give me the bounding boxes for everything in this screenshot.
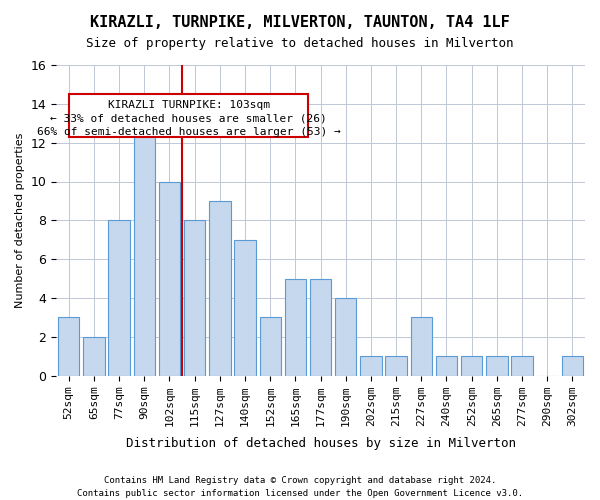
Text: ← 33% of detached houses are smaller (26): ← 33% of detached houses are smaller (26… bbox=[50, 114, 327, 124]
Y-axis label: Number of detached properties: Number of detached properties bbox=[15, 132, 25, 308]
Bar bbox=[486, 356, 508, 376]
Text: Contains public sector information licensed under the Open Government Licence v3: Contains public sector information licen… bbox=[77, 488, 523, 498]
Bar bbox=[235, 240, 256, 376]
Bar bbox=[260, 318, 281, 376]
Bar bbox=[511, 356, 533, 376]
Text: Size of property relative to detached houses in Milverton: Size of property relative to detached ho… bbox=[86, 38, 514, 51]
Text: KIRAZLI, TURNPIKE, MILVERTON, TAUNTON, TA4 1LF: KIRAZLI, TURNPIKE, MILVERTON, TAUNTON, T… bbox=[90, 15, 510, 30]
Bar bbox=[83, 337, 104, 376]
Bar bbox=[461, 356, 482, 376]
Bar bbox=[385, 356, 407, 376]
Bar bbox=[436, 356, 457, 376]
Bar bbox=[335, 298, 356, 376]
Bar bbox=[284, 278, 306, 376]
Text: 66% of semi-detached houses are larger (53) →: 66% of semi-detached houses are larger (… bbox=[37, 127, 340, 137]
X-axis label: Distribution of detached houses by size in Milverton: Distribution of detached houses by size … bbox=[125, 437, 515, 450]
Bar bbox=[209, 201, 230, 376]
Bar bbox=[562, 356, 583, 376]
FancyBboxPatch shape bbox=[69, 94, 308, 137]
Text: Contains HM Land Registry data © Crown copyright and database right 2024.: Contains HM Land Registry data © Crown c… bbox=[104, 476, 496, 485]
Bar bbox=[184, 220, 205, 376]
Bar bbox=[360, 356, 382, 376]
Bar bbox=[159, 182, 180, 376]
Bar bbox=[134, 123, 155, 376]
Text: KIRAZLI TURNPIKE: 103sqm: KIRAZLI TURNPIKE: 103sqm bbox=[107, 100, 269, 110]
Bar bbox=[109, 220, 130, 376]
Bar bbox=[58, 318, 79, 376]
Bar bbox=[310, 278, 331, 376]
Bar bbox=[410, 318, 432, 376]
